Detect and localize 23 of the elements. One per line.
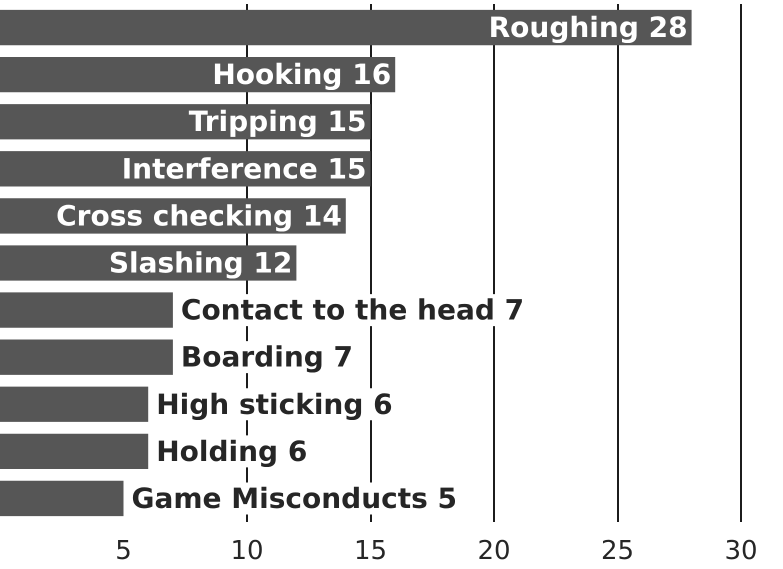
x-tick-label: 25 [600,536,634,566]
bar [0,10,692,46]
y-tick-label: Interference 15 [122,152,366,186]
bar [0,480,124,516]
y-tick-label: Cross checking 14 [56,199,342,232]
y-tick-label: Tripping 15 [188,105,366,138]
y-tick-label: High sticking 6 [156,388,393,421]
x-tick-label: 5 [115,536,132,566]
y-tick-label: Contact to the head 7 [180,294,524,327]
y-tick-label: Holding 6 [156,434,308,468]
y-tick-label: Slashing 12 [108,246,292,280]
bar [0,434,148,470]
y-tick-label: Roughing 28 [488,11,688,44]
y-tick-label: Hooking 16 [212,58,392,92]
x-tick-label: 15 [354,536,388,566]
bar [0,340,173,375]
x-tick-label: 10 [230,536,264,566]
x-tick-label: 20 [477,536,511,566]
y-tick-label: Game Misconducts 5 [132,482,458,515]
y-tick-label: Boarding 7 [180,340,354,374]
bar [0,292,173,328]
bar [0,386,148,422]
x-tick-label: 30 [724,536,758,566]
